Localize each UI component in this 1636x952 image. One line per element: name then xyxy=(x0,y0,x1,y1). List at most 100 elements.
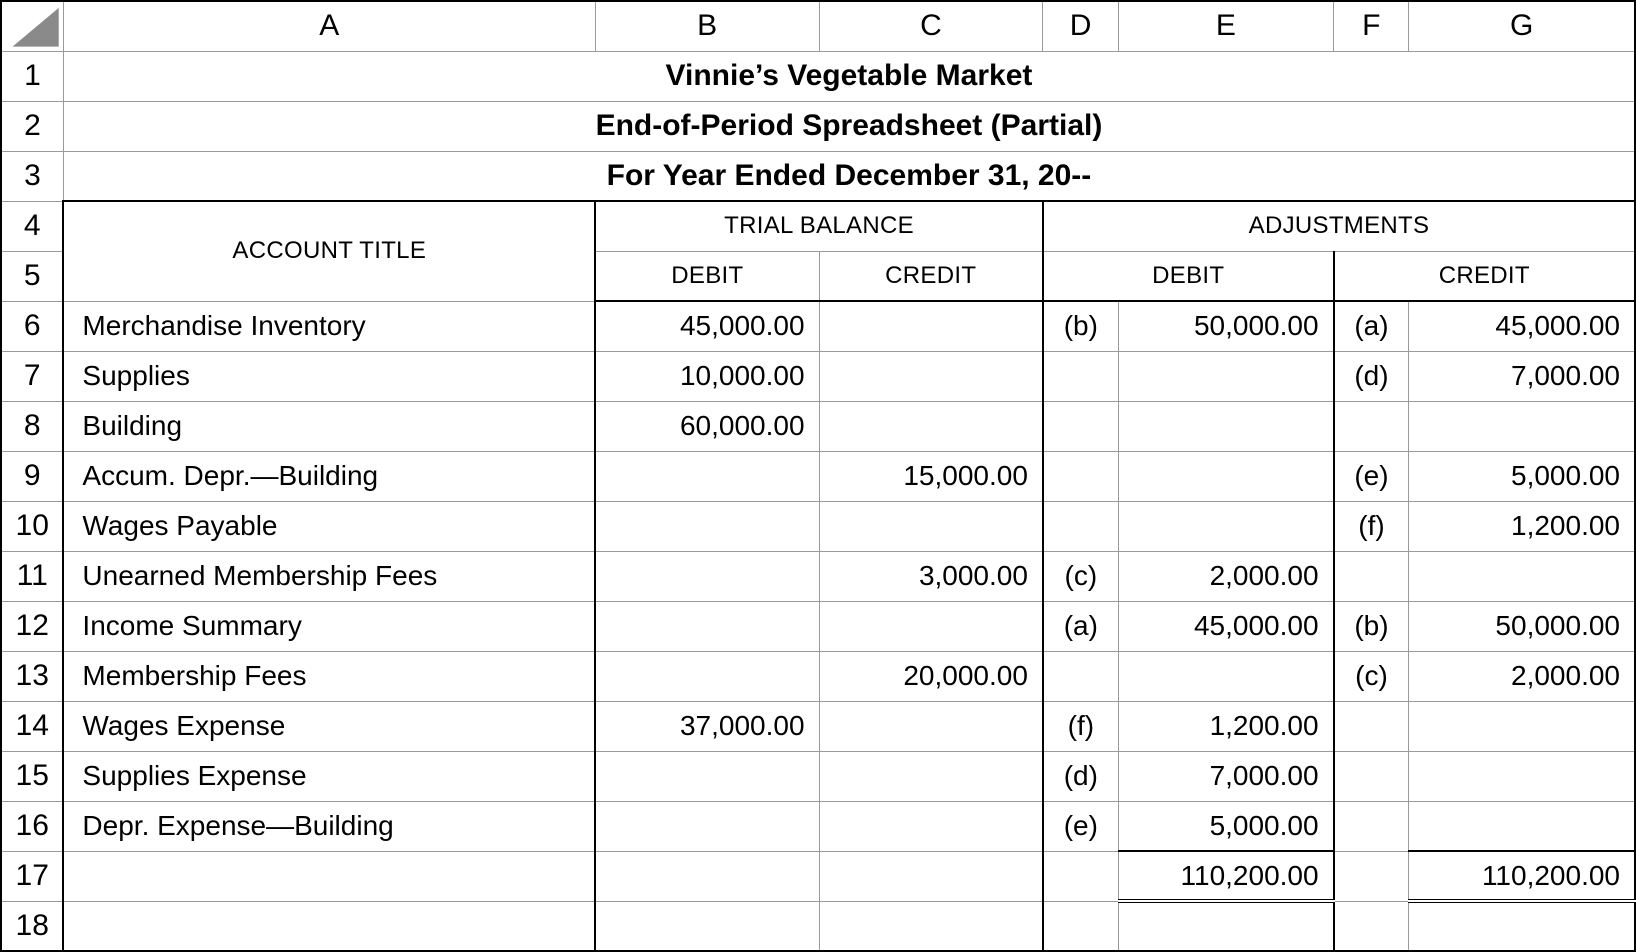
cell-tb-debit[interactable] xyxy=(595,601,819,651)
row-head-12[interactable]: 12 xyxy=(1,601,63,651)
cell-tb-credit[interactable] xyxy=(819,701,1043,751)
cell-tb-credit[interactable]: 15,000.00 xyxy=(819,451,1043,501)
cell-adj-c-ref[interactable] xyxy=(1334,901,1409,951)
cell-adj-d-ref[interactable] xyxy=(1043,501,1118,551)
row-head-10[interactable]: 10 xyxy=(1,501,63,551)
row-head-4[interactable]: 4 xyxy=(1,201,63,251)
cell-account[interactable]: Income Summary xyxy=(63,601,595,651)
cell-tb-credit[interactable] xyxy=(819,851,1043,901)
cell-adj-c-ref[interactable]: (c) xyxy=(1334,651,1409,701)
col-head-C[interactable]: C xyxy=(819,1,1043,51)
col-head-D[interactable]: D xyxy=(1043,1,1118,51)
cell-adj-debit[interactable]: 1,200.00 xyxy=(1118,701,1333,751)
cell-adj-d-ref[interactable] xyxy=(1043,901,1118,951)
col-head-G[interactable]: G xyxy=(1409,1,1635,51)
cell-adj-c-ref[interactable] xyxy=(1334,801,1409,851)
row-head-13[interactable]: 13 xyxy=(1,651,63,701)
cell-adj-d-ref[interactable] xyxy=(1043,851,1118,901)
cell-account[interactable] xyxy=(63,851,595,901)
cell-account[interactable]: Supplies Expense xyxy=(63,751,595,801)
row-head-18[interactable]: 18 xyxy=(1,901,63,951)
cell-tb-credit[interactable] xyxy=(819,751,1043,801)
cell-adj-debit[interactable]: 5,000.00 xyxy=(1118,801,1333,851)
col-head-F[interactable]: F xyxy=(1334,1,1409,51)
cell-adj-c-ref[interactable] xyxy=(1334,701,1409,751)
cell-adj-c-ref[interactable] xyxy=(1334,551,1409,601)
cell-adj-d-ref[interactable]: (d) xyxy=(1043,751,1118,801)
cell-adj-d-ref[interactable]: (e) xyxy=(1043,801,1118,851)
cell-tb-debit[interactable] xyxy=(595,551,819,601)
cell-adj-d-ref[interactable] xyxy=(1043,401,1118,451)
row-head-9[interactable]: 9 xyxy=(1,451,63,501)
cell-account[interactable] xyxy=(63,901,595,951)
row-head-2[interactable]: 2 xyxy=(1,101,63,151)
cell-adj-d-ref[interactable]: (f) xyxy=(1043,701,1118,751)
cell-adj-debit[interactable]: 7,000.00 xyxy=(1118,751,1333,801)
cell-tb-credit[interactable] xyxy=(819,501,1043,551)
cell-tb-debit[interactable] xyxy=(595,901,819,951)
cell-adj-credit[interactable] xyxy=(1409,551,1635,601)
cell-tb-credit[interactable] xyxy=(819,351,1043,401)
cell-adj-c-ref[interactable]: (f) xyxy=(1334,501,1409,551)
cell-adj-c-ref[interactable] xyxy=(1334,751,1409,801)
cell-tb-debit[interactable]: 10,000.00 xyxy=(595,351,819,401)
cell-adj-c-ref[interactable] xyxy=(1334,851,1409,901)
cell-adj-credit[interactable] xyxy=(1409,801,1635,851)
row-head-14[interactable]: 14 xyxy=(1,701,63,751)
cell-account[interactable]: Unearned Membership Fees xyxy=(63,551,595,601)
cell-tb-debit[interactable] xyxy=(595,851,819,901)
cell-tb-debit[interactable]: 60,000.00 xyxy=(595,401,819,451)
col-head-B[interactable]: B xyxy=(595,1,819,51)
cell-tb-debit[interactable] xyxy=(595,451,819,501)
cell-adj-debit[interactable] xyxy=(1118,901,1333,951)
cell-adj-debit[interactable]: 50,000.00 xyxy=(1118,301,1333,351)
cell-account[interactable]: Depr. Expense—Building xyxy=(63,801,595,851)
row-head-15[interactable]: 15 xyxy=(1,751,63,801)
cell-tb-credit[interactable] xyxy=(819,601,1043,651)
cell-adj-d-ref[interactable]: (a) xyxy=(1043,601,1118,651)
cell-tb-credit[interactable]: 20,000.00 xyxy=(819,651,1043,701)
cell-adj-credit[interactable]: 5,000.00 xyxy=(1409,451,1635,501)
cell-tb-debit[interactable] xyxy=(595,501,819,551)
cell-adj-c-ref[interactable]: (b) xyxy=(1334,601,1409,651)
cell-account[interactable]: Building xyxy=(63,401,595,451)
cell-adj-credit[interactable]: 2,000.00 xyxy=(1409,651,1635,701)
cell-tb-debit[interactable] xyxy=(595,751,819,801)
row-head-6[interactable]: 6 xyxy=(1,301,63,351)
cell-adj-debit[interactable] xyxy=(1118,501,1333,551)
row-head-1[interactable]: 1 xyxy=(1,51,63,101)
cell-adj-credit[interactable] xyxy=(1409,751,1635,801)
row-head-8[interactable]: 8 xyxy=(1,401,63,451)
cell-adj-debit[interactable]: 2,000.00 xyxy=(1118,551,1333,601)
cell-account[interactable]: Accum. Depr.—Building xyxy=(63,451,595,501)
row-head-5[interactable]: 5 xyxy=(1,251,63,301)
cell-adj-debit[interactable] xyxy=(1118,451,1333,501)
cell-adj-credit[interactable] xyxy=(1409,701,1635,751)
col-head-E[interactable]: E xyxy=(1118,1,1333,51)
cell-adj-credit[interactable]: 1,200.00 xyxy=(1409,501,1635,551)
cell-tb-credit[interactable] xyxy=(819,801,1043,851)
row-head-17[interactable]: 17 xyxy=(1,851,63,901)
cell-adj-debit[interactable] xyxy=(1118,351,1333,401)
cell-adj-d-ref[interactable] xyxy=(1043,651,1118,701)
cell-tb-debit[interactable]: 37,000.00 xyxy=(595,701,819,751)
col-head-A[interactable]: A xyxy=(63,1,595,51)
row-head-11[interactable]: 11 xyxy=(1,551,63,601)
cell-account[interactable]: Supplies xyxy=(63,351,595,401)
cell-tb-debit[interactable]: 45,000.00 xyxy=(595,301,819,351)
cell-adj-d-ref[interactable] xyxy=(1043,351,1118,401)
cell-adj-credit[interactable]: 45,000.00 xyxy=(1409,301,1635,351)
cell-tb-debit[interactable] xyxy=(595,651,819,701)
row-head-3[interactable]: 3 xyxy=(1,151,63,201)
cell-adj-c-ref[interactable]: (e) xyxy=(1334,451,1409,501)
cell-adj-credit[interactable]: 7,000.00 xyxy=(1409,351,1635,401)
cell-adj-credit[interactable] xyxy=(1409,401,1635,451)
cell-adj-debit-total[interactable]: 110,200.00 xyxy=(1118,851,1333,901)
cell-adj-d-ref[interactable] xyxy=(1043,451,1118,501)
cell-account[interactable]: Merchandise Inventory xyxy=(63,301,595,351)
cell-adj-d-ref[interactable]: (b) xyxy=(1043,301,1118,351)
row-head-7[interactable]: 7 xyxy=(1,351,63,401)
cell-tb-credit[interactable] xyxy=(819,401,1043,451)
cell-adj-debit[interactable]: 45,000.00 xyxy=(1118,601,1333,651)
cell-adj-debit[interactable] xyxy=(1118,401,1333,451)
